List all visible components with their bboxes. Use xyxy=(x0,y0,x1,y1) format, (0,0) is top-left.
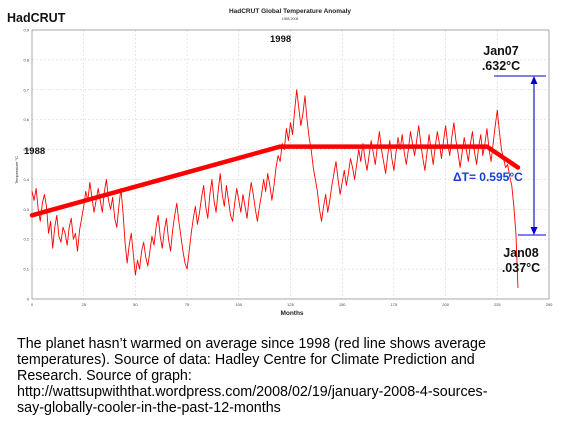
axis-ticks: 0 25 50 75 100 125 150 175 200 225 250 0 0.1 0.2 0.3 0.… xyxy=(23,28,553,308)
y-tick-label: 0.2 xyxy=(23,237,29,242)
x-tick-label: 100 xyxy=(235,302,242,307)
x-tick-label: 225 xyxy=(494,302,501,307)
y-tick-label: 0.9 xyxy=(23,28,29,33)
y-tick-label: 0.3 xyxy=(23,207,29,212)
x-tick-label: 250 xyxy=(546,302,553,307)
data-series xyxy=(31,89,519,288)
x-tick-label: 0 xyxy=(31,302,34,307)
caption-line-5: say-globally-cooler-in-the-past-12-month… xyxy=(17,400,281,416)
caption-line-4: http://wattsupwiththat.wordpress.com/200… xyxy=(17,384,488,400)
value-jan08: .037°C xyxy=(502,261,540,275)
caption-line-2: temperatures). Source of data: Hadley Ce… xyxy=(17,352,475,368)
brand-label: HadCRUT xyxy=(7,11,66,25)
bracket-arrow-up xyxy=(530,76,538,84)
delta-t-label: ΔT= 0.595°C xyxy=(453,170,523,184)
delta-bracket xyxy=(494,75,546,236)
x-tick-label: 50 xyxy=(133,302,138,307)
average-trend xyxy=(29,144,521,218)
y-tick-label: 0.4 xyxy=(23,177,29,182)
label-jan08: Jan08 xyxy=(503,246,538,260)
y-axis-label: Temperature °C xyxy=(14,156,19,184)
temperature-series-line xyxy=(31,89,519,288)
x-tick-label: 175 xyxy=(391,302,398,307)
label-jan07: Jan07 xyxy=(483,44,518,58)
chart-subtitle: 1988-2008 xyxy=(282,17,299,21)
value-jan07: .632°C xyxy=(482,59,520,73)
x-tick-label: 150 xyxy=(339,302,346,307)
label-1988: 1988 xyxy=(24,146,45,157)
caption-line-3: Research. Source of graph: xyxy=(17,368,192,384)
caption-line-1: The planet hasn’t warmed on average sinc… xyxy=(17,336,486,352)
y-tick-label: 0.7 xyxy=(23,87,29,92)
x-tick-label: 125 xyxy=(287,302,294,307)
y-tick-label: 0.8 xyxy=(23,57,29,62)
y-tick-label: 0.6 xyxy=(23,117,29,122)
x-tick-label: 75 xyxy=(185,302,190,307)
caption: The planet hasn’t warmed on average sinc… xyxy=(17,336,557,418)
x-tick-label: 25 xyxy=(81,302,86,307)
y-tick-label: 0.5 xyxy=(23,147,29,152)
plot-frame xyxy=(31,29,550,300)
y-tick-label: 0.1 xyxy=(23,267,29,272)
bracket-arrow-down xyxy=(530,227,538,235)
average-temperature-line xyxy=(29,144,521,218)
y-tick-label: 0 xyxy=(27,297,30,302)
chart-title: HadCRUT Global Temperature Anomaly xyxy=(229,8,351,15)
x-axis-label: Months xyxy=(280,310,303,317)
x-tick-label: 200 xyxy=(442,302,449,307)
label-1998: 1998 xyxy=(270,34,291,45)
grid xyxy=(31,29,550,300)
